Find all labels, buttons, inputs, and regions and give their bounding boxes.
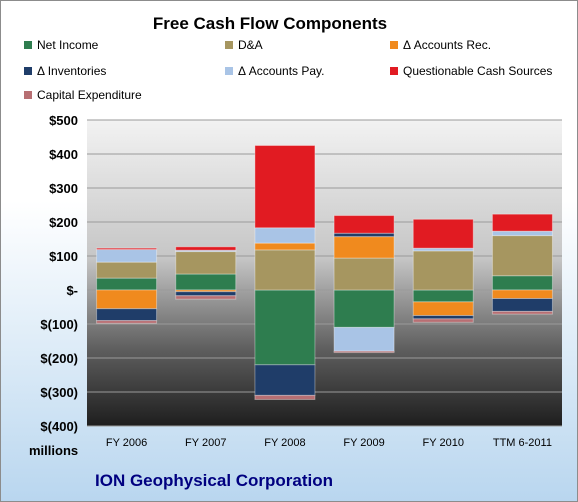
y-tick-label: $(100): [40, 317, 78, 332]
legend-swatch: [24, 67, 32, 75]
x-tick-label: FY 2009: [343, 437, 384, 449]
bar-segment: [254, 242, 316, 251]
bar-segment: [254, 289, 316, 366]
y-tick-label: $(200): [40, 351, 78, 366]
bar-segment: [254, 145, 316, 229]
legend-label: Questionable Cash Sources: [403, 64, 553, 78]
bar-segment: [491, 275, 553, 291]
bar-segment: [175, 246, 237, 251]
legend-label: Δ Inventories: [37, 64, 107, 78]
x-tick-label: FY 2008: [264, 437, 305, 449]
legend-item-da: D&A: [225, 38, 263, 52]
bar-segment: [412, 289, 474, 303]
legend-item-questionable: Questionable Cash Sources: [390, 64, 552, 78]
bar-segment: [175, 291, 237, 297]
y-tick-label: $400: [49, 147, 78, 162]
chart-title: Free Cash Flow Components: [152, 14, 388, 33]
y-tick-label: $(300): [40, 385, 78, 400]
legend-label: Capital Expenditure: [37, 88, 142, 102]
bar-segment: [412, 250, 474, 291]
bar-segment: [333, 257, 395, 291]
bar-segment: [254, 227, 316, 244]
plot-area: [87, 120, 562, 426]
y-tick-label: $100: [49, 249, 78, 264]
y-tick-label: $-: [66, 283, 78, 298]
legend-item-accounts-rec: Δ Accounts Rec.: [390, 38, 491, 52]
x-tick-label: FY 2007: [185, 437, 226, 449]
legend-swatch: [390, 41, 398, 49]
bar-segment: [96, 277, 158, 291]
legend-label: D&A: [238, 38, 263, 52]
legend-item-accounts-pay: Δ Accounts Pay.: [225, 64, 325, 78]
y-tick-label: $300: [49, 181, 78, 196]
legend-swatch: [24, 41, 32, 49]
bar-segment: [175, 295, 237, 300]
bar-segment: [96, 247, 158, 251]
bar-segment: [491, 235, 553, 277]
legend-label: Net Income: [37, 38, 99, 52]
legend-label: Δ Accounts Rec.: [403, 38, 492, 52]
company-name: ION Geophysical Corporation: [95, 471, 334, 490]
legend-swatch: [390, 67, 398, 75]
bar-segment: [333, 232, 395, 238]
bar-segment: [96, 289, 158, 310]
bar-segment: [333, 215, 395, 234]
y-tick-label: $(400): [40, 419, 78, 434]
bar-segment: [491, 310, 553, 315]
bar-segment: [333, 350, 395, 354]
bar-segment: [254, 364, 316, 396]
bar-segment: [412, 301, 474, 316]
bar-segment: [96, 320, 158, 324]
bar-segment: [412, 218, 474, 249]
bar-segment: [491, 213, 553, 232]
legend-label: Δ Accounts Pay.: [238, 64, 325, 78]
bar-segment: [333, 289, 395, 328]
bar-segment: [333, 326, 395, 352]
bar-segment: [412, 315, 474, 320]
bar-segment: [96, 249, 158, 263]
bar-segment: [491, 298, 553, 312]
x-tick-label: FY 2006: [106, 437, 147, 449]
bar-segment: [333, 236, 395, 259]
legend-item-capex: Capital Expenditure: [24, 88, 142, 102]
legend-item-inventories: Δ Inventories: [24, 64, 106, 78]
bar-segment: [175, 273, 237, 291]
bar-segment: [491, 289, 553, 299]
bar-segment: [254, 249, 316, 291]
y-tick-label: $200: [49, 215, 78, 230]
bar-segment: [412, 318, 474, 323]
bar-segment: [96, 308, 158, 322]
bar-segment: [254, 394, 316, 400]
bar-segment: [96, 261, 158, 279]
y-tick-label: $500: [49, 113, 78, 128]
x-tick-label: FY 2010: [423, 437, 464, 449]
y-axis-units: millions: [29, 443, 79, 458]
bar-segment: [175, 251, 237, 275]
legend-item-net-income: Net Income: [24, 38, 98, 52]
legend-swatch: [24, 91, 32, 99]
legend-swatch: [225, 67, 233, 75]
bar-segment: [491, 230, 553, 237]
legend-swatch: [225, 41, 233, 49]
x-tick-label: TTM 6-2011: [493, 437, 552, 449]
